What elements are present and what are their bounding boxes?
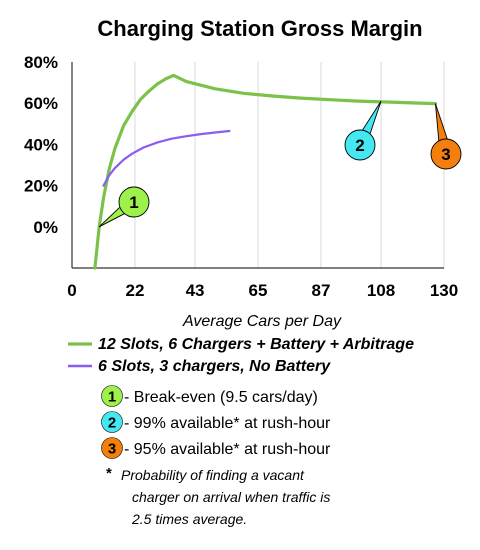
y-tick-label: 0% [33,218,58,237]
y-tick-label: 60% [24,94,58,113]
legend-item: 12 Slots, 6 Chargers + Battery + Arbitra… [68,336,414,353]
callout-label: 1 [129,193,138,212]
callout-circle [344,129,376,161]
x-tick-label: 0 [67,281,76,300]
note-2: 2 - 99% available* at rush-hour [101,411,331,433]
note-text: - 99% available* at rush-hour [124,415,331,432]
callout-3: 3 [430,103,462,170]
legend-item: 6 Slots, 3 chargers, No Battery [68,358,331,375]
note-badge [101,411,123,433]
callout-label: 2 [355,136,364,155]
note-badge-label: 3 [108,441,116,458]
footnote-line: 2.5 times average. [131,511,247,527]
x-axis-label: Average Cars per Day [182,313,342,330]
x-tick-label: 108 [367,281,395,300]
footnote-star: * [106,465,112,482]
chart-title: Charging Station Gross Margin [97,16,422,41]
y-tick-labels: 0% 20% 40% 60% 80% [24,53,58,237]
note-badge-label: 2 [108,415,116,432]
y-tick-label: 40% [24,135,58,154]
x-tick-label: 22 [125,281,144,300]
note-text: - Break-even (9.5 cars/day) [124,389,318,406]
axes [71,62,444,269]
footnote: * Probability of finding a vacant charger … [106,465,330,527]
note-badge [101,385,123,407]
legend-label: 12 Slots, 6 Chargers + Battery + Arbitra… [98,336,414,353]
footnote-line: charger on arrival when traffic is [132,489,330,505]
note-1: 1 - Break-even (9.5 cars/day) [101,385,318,407]
callout-circle [118,186,150,218]
callout-circle [430,138,462,170]
callout-label: 3 [441,145,450,164]
callout-2: 2 [344,100,382,161]
series-line [102,129,231,187]
grid [134,62,445,268]
series-line [93,73,437,270]
notes: 1 - Break-even (9.5 cars/day) 2 - 99% avail… [101,385,331,459]
x-tick-label: 43 [186,281,205,300]
series [93,73,437,270]
note-badge-label: 1 [108,389,116,406]
note-3: 3 - 95% available* at rush-hour [101,437,331,459]
x-tick-label: 87 [311,281,330,300]
legend: 12 Slots, 6 Chargers + Battery + Arbitra… [68,336,414,375]
legend-label: 6 Slots, 3 chargers, No Battery [98,358,331,375]
x-tick-label: 65 [249,281,268,300]
y-tick-label: 80% [24,53,58,72]
x-tick-labels: 0 22 43 65 87 108 130 [67,281,458,300]
callout-1: 1 [98,186,150,228]
footnote-line: Probability of finding a vacant [121,467,305,483]
note-badge [101,437,123,459]
y-tick-label: 20% [24,177,58,196]
x-tick-label: 130 [430,281,458,300]
note-text: - 95% available* at rush-hour [124,441,331,458]
callouts: 1 2 3 [98,100,462,228]
